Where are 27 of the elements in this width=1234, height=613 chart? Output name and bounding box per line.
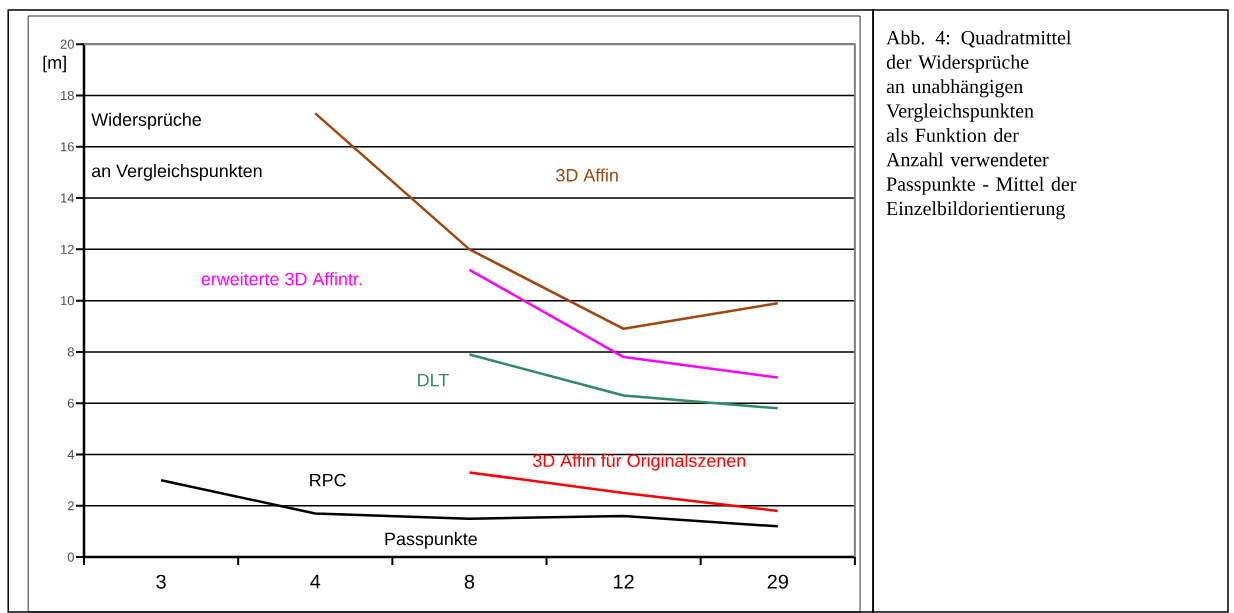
y-tick-label: 8	[67, 347, 74, 357]
y-tick-label: 18	[61, 90, 74, 101]
y-tick-label: 2	[67, 501, 74, 511]
x-tick-label: 3	[156, 574, 166, 589]
y-tick-label: 12	[61, 244, 74, 254]
annotation: an Vergleichspunkten	[91, 164, 262, 181]
line-series	[314, 112, 780, 331]
text: Abb. 4: Quadratmittel der Widersprüche an unabhängigen Vergleichspunkten als Funktion der Anzahl verwendeter Passpunkte - Mittel der Einzelbildorientierung	[886, 30, 1077, 220]
y-tick-label: 16	[61, 142, 74, 152]
y-axis-title: [m]	[43, 55, 66, 73]
y-tick-label: 0	[67, 552, 74, 562]
text: erweiterte 3D Affintr.	[201, 272, 362, 286]
series-label: RPC	[310, 473, 346, 487]
series-label: 3D Affin für Originalszenen	[532, 453, 746, 471]
series-label: DLT	[418, 373, 449, 387]
y-tick-label: 14	[61, 193, 75, 203]
x-tick-label: 8	[464, 574, 475, 589]
x-tick-label: 29	[767, 574, 788, 589]
y-tick-label: 6	[67, 398, 74, 408]
y-tick-label: 20	[60, 39, 74, 49]
x-tick-label: 12	[614, 574, 634, 589]
y-tick-label: 10	[61, 296, 74, 306]
annotation: Widersprüche	[91, 112, 201, 130]
x-tick-label: 4	[310, 574, 321, 589]
text: 3D Affin	[556, 168, 618, 182]
y-tick-label: 4	[67, 450, 75, 459]
x-axis-title: Passpunkte	[385, 532, 477, 549]
